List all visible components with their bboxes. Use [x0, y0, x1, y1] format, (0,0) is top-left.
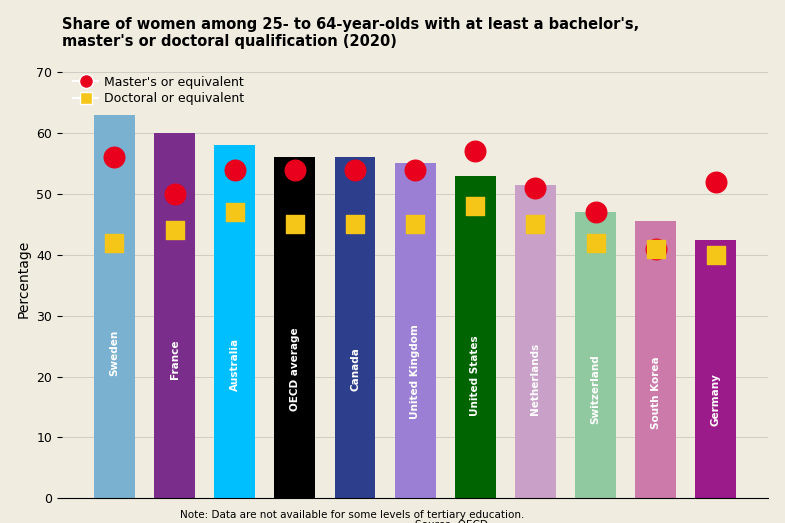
Bar — [275, 157, 316, 498]
Bar — [455, 176, 495, 498]
Point — [529, 184, 542, 192]
Y-axis label: Percentage: Percentage — [16, 240, 31, 319]
Point — [590, 238, 602, 247]
Point — [649, 245, 662, 253]
Point — [409, 220, 422, 229]
Bar — [395, 164, 436, 498]
Point — [710, 251, 722, 259]
Point — [710, 177, 722, 186]
Point — [289, 165, 301, 174]
Point — [108, 153, 121, 162]
Point — [168, 190, 181, 198]
Point — [228, 208, 241, 217]
Point — [590, 208, 602, 217]
Point — [289, 220, 301, 229]
Text: Sweden: Sweden — [109, 329, 119, 376]
Text: OECD average: OECD average — [290, 327, 300, 411]
Point — [228, 165, 241, 174]
Text: United States: United States — [470, 335, 480, 416]
Point — [349, 220, 361, 229]
Text: South Korea: South Korea — [651, 357, 661, 429]
Text: Australia: Australia — [230, 337, 239, 391]
Point — [649, 245, 662, 253]
Point — [529, 220, 542, 229]
Bar — [575, 212, 616, 498]
Text: United Kingdom: United Kingdom — [410, 324, 420, 418]
Bar — [94, 115, 135, 498]
Legend: Master's or equivalent, Doctoral or equivalent: Master's or equivalent, Doctoral or equi… — [68, 71, 250, 110]
Text: Canada: Canada — [350, 347, 360, 391]
Bar — [214, 145, 255, 498]
Text: Netherlands: Netherlands — [531, 343, 540, 415]
Bar — [635, 221, 676, 498]
Point — [168, 226, 181, 235]
Text: Germany: Germany — [710, 373, 721, 426]
Point — [349, 165, 361, 174]
Bar — [334, 157, 375, 498]
Point — [409, 165, 422, 174]
Bar — [515, 185, 556, 498]
Text: Share of women among 25- to 64-year-olds with at least a bachelor's,
master's or: Share of women among 25- to 64-year-olds… — [62, 17, 639, 49]
Bar — [696, 240, 736, 498]
Point — [469, 202, 481, 210]
Text: Source: OECD: Source: OECD — [415, 520, 488, 523]
Text: France: France — [170, 340, 180, 379]
Bar — [154, 133, 195, 498]
Point — [469, 147, 481, 155]
Text: Note: Data are not available for some levels of tertiary education.: Note: Data are not available for some le… — [180, 510, 524, 520]
Text: Switzerland: Switzerland — [590, 355, 601, 425]
Point — [108, 238, 121, 247]
